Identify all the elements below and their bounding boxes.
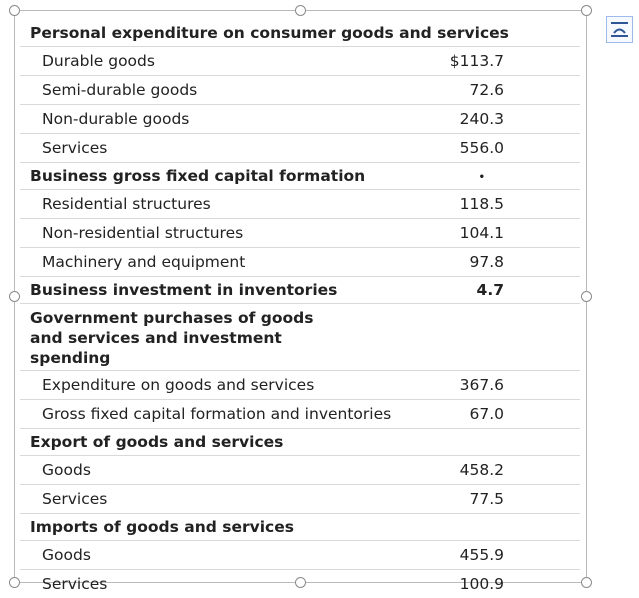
row-value: 97.8 bbox=[469, 253, 504, 271]
table-row: Goods 458.2 bbox=[20, 456, 580, 485]
row-value: 240.3 bbox=[459, 110, 504, 128]
row-label: Machinery and equipment bbox=[42, 253, 246, 271]
row-label: Expenditure on goods and services bbox=[42, 376, 315, 394]
section-title: Export of goods and services bbox=[30, 433, 284, 451]
table-row: Durable goods $113.7 bbox=[20, 47, 580, 76]
table-row: Non-durable goods 240.3 bbox=[20, 105, 580, 134]
row-label: Services bbox=[42, 139, 108, 157]
resize-handle-bottom-left[interactable] bbox=[9, 577, 20, 588]
resize-handle-middle-right[interactable] bbox=[581, 291, 592, 302]
row-label: Goods bbox=[42, 461, 91, 479]
section-header-government-purchases: Government purchases of goods and servic… bbox=[20, 304, 580, 371]
stray-marker: • bbox=[478, 172, 485, 183]
row-value: $113.7 bbox=[449, 52, 504, 70]
row-value: 72.6 bbox=[469, 81, 504, 99]
row-value: 458.2 bbox=[459, 461, 504, 479]
row-label: Semi-durable goods bbox=[42, 81, 198, 99]
row-value: 100.9 bbox=[459, 575, 504, 593]
row-label: Residential structures bbox=[42, 195, 211, 213]
table-row: Services 556.0 bbox=[20, 134, 580, 163]
row-label: Goods bbox=[42, 546, 91, 564]
section-header-business-investment-inventories: Business investment in inventories 4.7 bbox=[20, 277, 580, 304]
row-value: 104.1 bbox=[459, 224, 504, 242]
section-header-business-gross-fixed-capital: Business gross fixed capital formation • bbox=[20, 163, 580, 190]
row-label: Services bbox=[42, 575, 108, 593]
table-row: Residential structures 118.5 bbox=[20, 190, 580, 219]
resize-handle-bottom-center[interactable] bbox=[295, 577, 306, 588]
row-label: Non-durable goods bbox=[42, 110, 190, 128]
table-row: Semi-durable goods 72.6 bbox=[20, 76, 580, 105]
section-title: Business investment in inventories bbox=[30, 281, 338, 299]
table-row: Expenditure on goods and services 367.6 bbox=[20, 371, 580, 400]
section-value: 4.7 bbox=[476, 281, 504, 299]
resize-handle-top-left[interactable] bbox=[9, 5, 20, 16]
section-title: Personal expenditure on consumer goods a… bbox=[30, 24, 509, 42]
gdp-expenditure-table: Personal expenditure on consumer goods a… bbox=[20, 20, 580, 598]
row-label: Services bbox=[42, 490, 108, 508]
table-row: Gross fixed capital formation and invent… bbox=[20, 400, 580, 429]
row-value: 77.5 bbox=[469, 490, 504, 508]
table-row: Machinery and equipment 97.8 bbox=[20, 248, 580, 277]
resize-handle-middle-left[interactable] bbox=[9, 291, 20, 302]
section-title: Imports of goods and services bbox=[30, 518, 294, 536]
row-value: 556.0 bbox=[459, 139, 504, 157]
row-label: Durable goods bbox=[42, 52, 155, 70]
section-header-imports: Imports of goods and services bbox=[20, 514, 580, 541]
layout-options-icon bbox=[611, 22, 628, 37]
section-title: Government purchases of goods and servic… bbox=[30, 309, 314, 367]
row-value: 118.5 bbox=[459, 195, 504, 213]
table-row: Services 100.9 bbox=[20, 570, 580, 598]
resize-handle-bottom-right[interactable] bbox=[581, 577, 592, 588]
table-row: Goods 455.9 bbox=[20, 541, 580, 570]
resize-handle-top-right[interactable] bbox=[581, 5, 592, 16]
row-value: 367.6 bbox=[459, 376, 504, 394]
section-header-exports: Export of goods and services bbox=[20, 429, 580, 456]
row-label: Gross fixed capital formation and invent… bbox=[42, 405, 392, 423]
resize-handle-top-center[interactable] bbox=[295, 5, 306, 16]
section-title: Business gross fixed capital formation bbox=[30, 167, 366, 185]
row-value: 455.9 bbox=[459, 546, 504, 564]
table-row: Services 77.5 bbox=[20, 485, 580, 514]
layout-options-button[interactable] bbox=[606, 16, 633, 43]
table-row: Non-residential structures 104.1 bbox=[20, 219, 580, 248]
row-value: 67.0 bbox=[469, 405, 504, 423]
section-header-personal-expenditure: Personal expenditure on consumer goods a… bbox=[20, 20, 580, 47]
row-label: Non-residential structures bbox=[42, 224, 244, 242]
